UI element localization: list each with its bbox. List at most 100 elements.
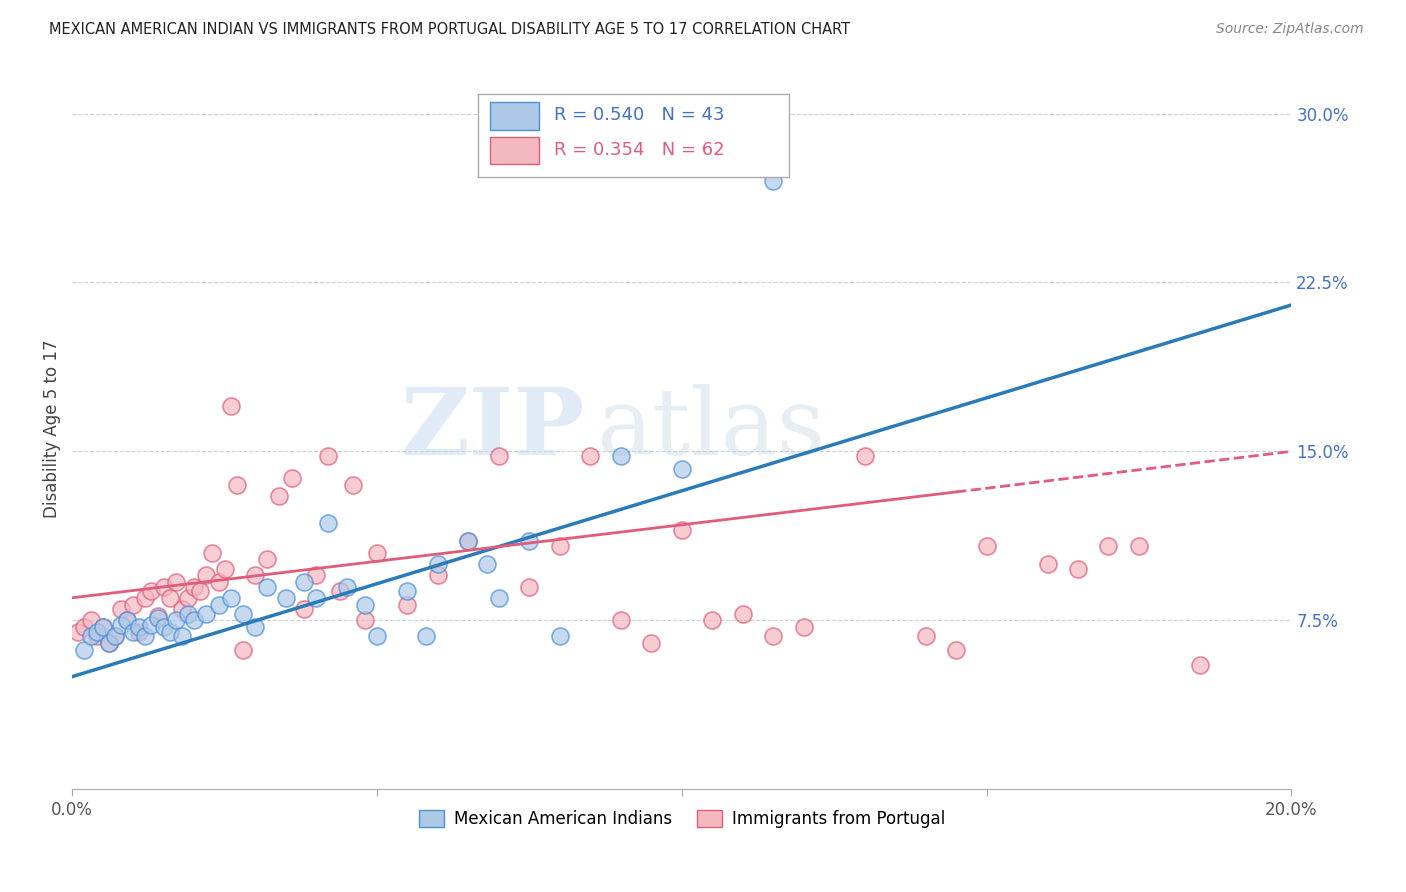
Point [1128, 539, 1150, 553]
Point [342, 478, 364, 492]
Point [170, 602, 193, 616]
Point [207, 574, 229, 589]
Point [115, 613, 138, 627]
Point [579, 449, 602, 463]
Point [243, 568, 266, 582]
Point [396, 584, 419, 599]
Point [97, 636, 120, 650]
Point [426, 568, 449, 582]
Point [731, 607, 754, 621]
Text: ZIP: ZIP [399, 384, 585, 474]
Point [183, 580, 205, 594]
Point [73, 642, 96, 657]
FancyBboxPatch shape [478, 94, 789, 177]
Point [91, 620, 114, 634]
Point [519, 534, 541, 549]
Point [1097, 539, 1119, 553]
Point [329, 584, 352, 599]
Point [73, 620, 96, 634]
Point [488, 449, 510, 463]
Text: R = 0.354   N = 62: R = 0.354 N = 62 [554, 141, 724, 159]
Point [195, 568, 218, 582]
Point [475, 557, 498, 571]
Text: R = 0.540   N = 43: R = 0.540 N = 43 [554, 106, 724, 124]
Point [793, 620, 815, 634]
Point [152, 620, 174, 634]
FancyBboxPatch shape [491, 103, 538, 129]
Point [134, 629, 156, 643]
Y-axis label: Disability Age 5 to 17: Disability Age 5 to 17 [44, 340, 60, 518]
Point [104, 629, 127, 643]
Point [610, 613, 633, 627]
Point [104, 629, 127, 643]
Point [159, 624, 181, 639]
Point [165, 574, 187, 589]
Point [225, 478, 247, 492]
Point [640, 636, 662, 650]
Text: atlas: atlas [596, 384, 825, 474]
Point [1036, 557, 1059, 571]
Point [110, 617, 132, 632]
Point [671, 523, 693, 537]
Point [366, 629, 388, 643]
Point [159, 591, 181, 605]
Point [976, 539, 998, 553]
Point [353, 613, 375, 627]
Point [128, 624, 150, 639]
Point [141, 584, 163, 599]
Point [762, 629, 785, 643]
Point [335, 580, 357, 594]
Point [519, 580, 541, 594]
Point [214, 561, 236, 575]
Point [79, 629, 101, 643]
Point [457, 534, 479, 549]
Point [201, 546, 224, 560]
Point [256, 580, 278, 594]
Point [914, 629, 936, 643]
Point [316, 516, 339, 531]
Point [232, 607, 254, 621]
Point [280, 471, 302, 485]
Point [292, 574, 315, 589]
Point [256, 552, 278, 566]
Point [232, 642, 254, 657]
Point [702, 613, 724, 627]
Point [219, 400, 242, 414]
Point [305, 568, 328, 582]
Point [219, 591, 242, 605]
Point [353, 598, 375, 612]
FancyBboxPatch shape [491, 137, 538, 164]
Point [1067, 561, 1090, 575]
Point [396, 598, 419, 612]
Point [195, 607, 218, 621]
Point [146, 611, 169, 625]
Point [134, 591, 156, 605]
Point [1188, 658, 1211, 673]
Point [122, 598, 145, 612]
Point [79, 613, 101, 627]
Point [762, 174, 785, 188]
Point [316, 449, 339, 463]
Text: MEXICAN AMERICAN INDIAN VS IMMIGRANTS FROM PORTUGAL DISABILITY AGE 5 TO 17 CORRE: MEXICAN AMERICAN INDIAN VS IMMIGRANTS FR… [49, 22, 851, 37]
Point [177, 607, 200, 621]
Point [548, 539, 571, 553]
Point [177, 591, 200, 605]
Point [165, 613, 187, 627]
Point [671, 462, 693, 476]
Point [146, 608, 169, 623]
Point [305, 591, 328, 605]
Point [86, 629, 108, 643]
Point [243, 620, 266, 634]
Point [207, 598, 229, 612]
Point [488, 591, 510, 605]
Point [274, 591, 297, 605]
Point [292, 602, 315, 616]
Point [366, 546, 388, 560]
Point [188, 584, 211, 599]
Point [115, 613, 138, 627]
Point [141, 617, 163, 632]
Legend: Mexican American Indians, Immigrants from Portugal: Mexican American Indians, Immigrants fro… [412, 804, 952, 835]
Point [110, 602, 132, 616]
Point [269, 490, 291, 504]
Point [548, 629, 571, 643]
